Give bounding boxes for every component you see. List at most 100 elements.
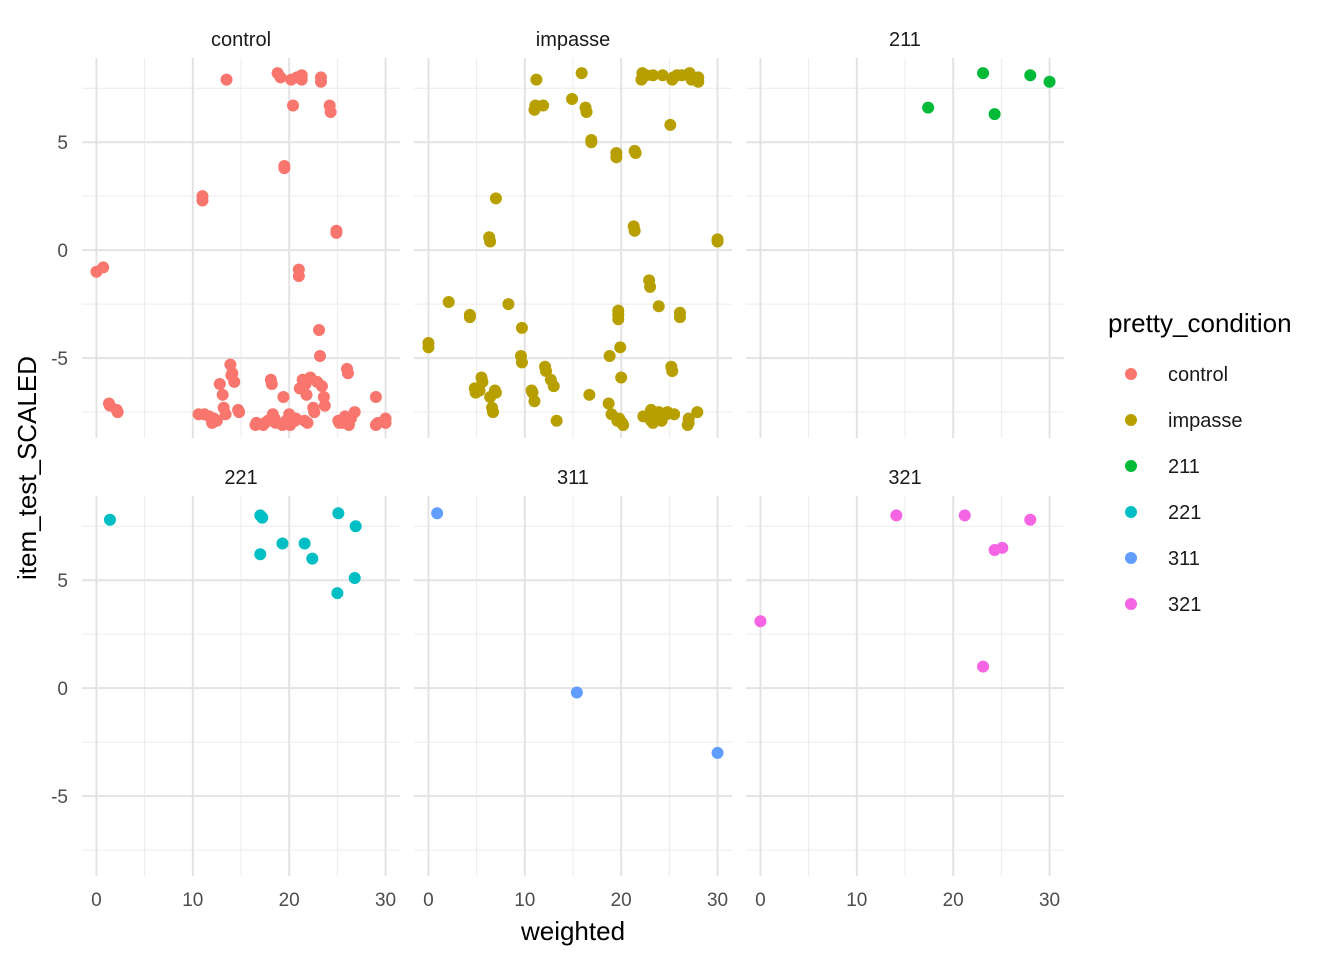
- facet-label: 211: [889, 29, 921, 51]
- x-tick-label: 30: [707, 890, 728, 911]
- data-point: [233, 406, 246, 419]
- data-point: [996, 541, 1009, 554]
- data-point: [583, 388, 596, 401]
- data-point: [111, 406, 124, 419]
- data-point: [228, 375, 241, 388]
- y-tick-label: 5: [57, 133, 68, 154]
- data-point: [196, 194, 209, 207]
- data-point: [585, 136, 598, 149]
- legend-label: 211: [1168, 456, 1200, 478]
- data-point: [254, 548, 267, 561]
- data-point: [301, 416, 314, 429]
- y-tick-label: 0: [57, 679, 68, 700]
- data-point: [300, 388, 313, 401]
- data-point: [664, 118, 677, 131]
- legend-label: 321: [1168, 594, 1201, 616]
- data-point: [711, 746, 724, 759]
- x-tick-label: 10: [514, 890, 535, 911]
- data-point: [476, 375, 489, 388]
- data-point: [210, 414, 223, 427]
- data-point: [580, 105, 593, 118]
- data-point: [615, 371, 628, 384]
- data-point: [977, 67, 990, 80]
- data-point: [369, 390, 382, 403]
- data-point: [295, 73, 308, 86]
- data-point: [349, 520, 362, 533]
- x-tick-label: 20: [279, 890, 300, 911]
- data-point: [324, 105, 337, 118]
- data-point: [612, 304, 625, 317]
- data-point: [274, 71, 287, 84]
- legend-swatch: [1125, 414, 1137, 426]
- data-point: [515, 356, 528, 369]
- data-point: [656, 69, 669, 82]
- x-tick-label: 0: [91, 890, 102, 911]
- data-point: [308, 406, 321, 419]
- data-point: [278, 162, 291, 175]
- legend-swatch: [1125, 598, 1137, 610]
- y-tick-label: -5: [51, 349, 68, 370]
- data-point: [213, 378, 226, 391]
- legend-label: 311: [1168, 548, 1200, 570]
- x-tick-label: 30: [375, 890, 396, 911]
- data-point: [442, 295, 455, 308]
- legend-title: pretty_condition: [1108, 308, 1292, 338]
- data-point: [103, 513, 116, 526]
- data-point: [614, 341, 627, 354]
- data-point: [673, 311, 686, 324]
- data-point: [341, 367, 354, 380]
- data-point: [629, 147, 642, 159]
- data-point: [330, 226, 343, 239]
- x-tick-label: 0: [755, 890, 766, 911]
- data-point: [1043, 75, 1056, 88]
- data-point: [711, 233, 724, 246]
- data-point: [603, 349, 616, 362]
- data-point: [628, 224, 641, 237]
- data-point: [489, 192, 502, 205]
- data-point: [332, 507, 345, 520]
- data-point: [314, 349, 327, 362]
- data-point: [431, 507, 444, 520]
- data-point: [379, 416, 392, 429]
- data-point: [988, 108, 1001, 121]
- legend-swatch: [1125, 460, 1137, 472]
- data-point: [318, 399, 331, 412]
- data-point: [489, 386, 502, 399]
- data-point: [550, 414, 563, 427]
- data-point: [922, 101, 935, 114]
- data-point: [292, 270, 305, 283]
- data-point: [575, 67, 588, 80]
- legend-label: impasse: [1168, 410, 1242, 432]
- data-point: [566, 93, 579, 106]
- legend-label: control: [1168, 364, 1228, 386]
- x-tick-label: 20: [611, 890, 632, 911]
- data-point: [422, 341, 435, 354]
- data-point: [487, 406, 500, 419]
- data-point: [515, 321, 528, 334]
- data-point: [348, 406, 361, 419]
- x-tick-label: 0: [423, 890, 434, 911]
- data-point: [530, 73, 543, 86]
- x-tick-label: 10: [846, 890, 867, 911]
- data-point: [306, 552, 319, 565]
- data-point: [528, 395, 541, 408]
- data-point: [276, 537, 289, 550]
- data-point: [666, 365, 679, 378]
- data-point: [298, 537, 311, 550]
- data-point: [219, 408, 232, 421]
- data-point: [668, 408, 681, 421]
- data-point: [691, 406, 704, 419]
- facet-label: 221: [224, 467, 257, 489]
- data-point: [537, 99, 550, 112]
- data-point: [277, 390, 290, 403]
- data-point: [314, 75, 327, 88]
- x-axis-title: weighted: [520, 916, 625, 946]
- data-point: [463, 311, 476, 324]
- data-point: [484, 235, 497, 248]
- data-point: [313, 324, 326, 337]
- data-point: [977, 660, 990, 673]
- data-point: [646, 69, 659, 82]
- data-point: [958, 509, 971, 522]
- legend-swatch: [1125, 368, 1137, 380]
